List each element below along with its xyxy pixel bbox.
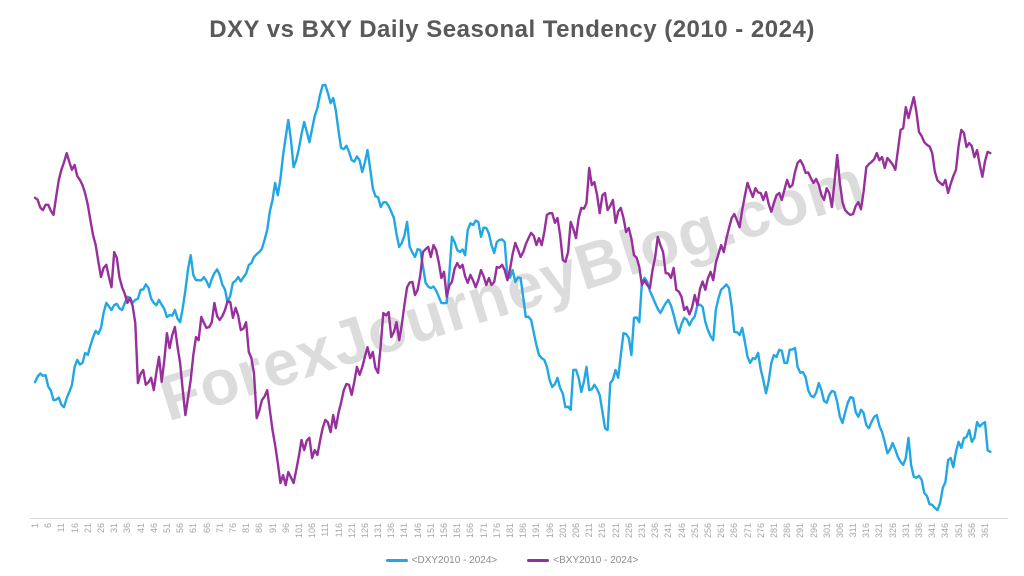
- x-tick-label: 346: [940, 523, 951, 539]
- x-tick-label: 121: [346, 523, 357, 539]
- x-tick-label: 261: [716, 523, 727, 539]
- x-tick-label: 126: [359, 523, 370, 539]
- x-tick-label: 146: [412, 523, 423, 539]
- x-tick-label: 311: [848, 523, 859, 538]
- x-tick-label: 161: [452, 523, 463, 539]
- x-tick-label: 276: [755, 523, 766, 539]
- x-tick-label: 236: [650, 523, 661, 539]
- x-tick-label: 301: [821, 523, 832, 539]
- x-tick-label: 91: [267, 523, 278, 534]
- x-tick-label: 226: [623, 523, 634, 539]
- x-tick-label: 171: [478, 523, 489, 539]
- x-tick-label: 321: [874, 523, 885, 539]
- legend-label-bxy: <BXY2010 - 2024>: [553, 555, 639, 566]
- x-tick-label: 51: [161, 523, 172, 534]
- x-tick-label: 101: [293, 523, 304, 539]
- dxy-series-line: [33, 83, 992, 512]
- x-tick-label: 356: [966, 523, 977, 539]
- dxy-line-swatch: [385, 559, 408, 562]
- x-tick-label: 196: [544, 523, 555, 539]
- x-tick-label: 76: [227, 523, 238, 534]
- x-tick-label: 286: [782, 523, 793, 539]
- x-tick-label: 71: [214, 523, 225, 534]
- x-tick-label: 251: [689, 523, 700, 539]
- x-tick-label: 46: [148, 523, 159, 534]
- x-tick-label: 191: [531, 523, 542, 539]
- x-tick-label: 266: [729, 523, 740, 539]
- legend-item-bxy: <BXY2010 - 2024>: [527, 555, 638, 566]
- bxy-line-swatch: [527, 559, 550, 562]
- x-tick-label: 231: [636, 523, 647, 539]
- x-tick-label: 316: [861, 523, 872, 539]
- x-tick-label: 86: [254, 523, 265, 534]
- x-tick-label: 166: [465, 523, 476, 539]
- x-tick-label: 1: [30, 523, 40, 529]
- x-tick-label: 201: [557, 523, 568, 539]
- x-tick-label: 281: [768, 523, 779, 539]
- x-tick-label: 141: [399, 523, 410, 539]
- x-tick-label: 336: [914, 523, 924, 539]
- x-tick-label: 26: [96, 523, 106, 534]
- x-tick-label: 211: [584, 523, 595, 538]
- x-tick-label: 106: [307, 523, 318, 539]
- x-tick-label: 186: [518, 523, 529, 539]
- x-tick-label: 116: [333, 523, 344, 538]
- x-tick-label: 291: [795, 523, 806, 539]
- x-tick-label: 151: [425, 523, 436, 539]
- x-tick-label: 351: [953, 523, 964, 539]
- x-tick-label: 61: [188, 523, 199, 534]
- x-tick-label: 331: [900, 523, 911, 539]
- x-tick-label: 41: [135, 523, 146, 534]
- x-tick-label: 216: [597, 523, 608, 539]
- x-tick-label: 136: [386, 523, 397, 539]
- x-tick-label: 206: [571, 523, 581, 539]
- x-tick-label: 306: [834, 523, 845, 539]
- x-tick-label: 221: [610, 523, 621, 539]
- chart-title: DXY vs BXY Daily Seasonal Tendency (2010…: [209, 16, 815, 43]
- x-tick-label: 256: [702, 523, 713, 539]
- x-tick-label: 96: [280, 523, 291, 534]
- bxy-series-line: [33, 95, 992, 487]
- x-tick-label: 176: [491, 523, 502, 539]
- x-tick-label: 271: [742, 523, 753, 539]
- x-tick-label: 56: [175, 523, 186, 534]
- x-tick-label: 131: [373, 523, 384, 539]
- x-tick-label: 296: [808, 523, 819, 539]
- x-tick-label: 341: [927, 523, 938, 539]
- x-tick-label: 21: [82, 523, 93, 534]
- x-tick-label: 36: [122, 523, 133, 534]
- x-tick-label: 31: [109, 523, 120, 534]
- x-tick-label: 241: [663, 523, 674, 539]
- x-tick-label: 156: [439, 523, 449, 539]
- x-tick-label: 361: [980, 523, 990, 539]
- legend: <DXY2010 - 2024> <BXY2010 - 2024>: [0, 555, 1024, 566]
- x-tick-label: 326: [887, 523, 898, 539]
- legend-item-dxy: <DXY2010 - 2024>: [385, 555, 498, 566]
- legend-label-dxy: <DXY2010 - 2024>: [411, 555, 498, 566]
- x-tick-label: 181: [505, 523, 515, 539]
- x-tick-label: 81: [241, 523, 252, 534]
- x-tick-label: 16: [69, 523, 80, 534]
- x-tick-label: 246: [676, 523, 687, 539]
- x-tick-label: 11: [56, 523, 67, 533]
- x-tick-label: 66: [201, 523, 212, 534]
- x-tick-label: 6: [43, 523, 54, 529]
- x-tick-label: 111: [320, 523, 331, 537]
